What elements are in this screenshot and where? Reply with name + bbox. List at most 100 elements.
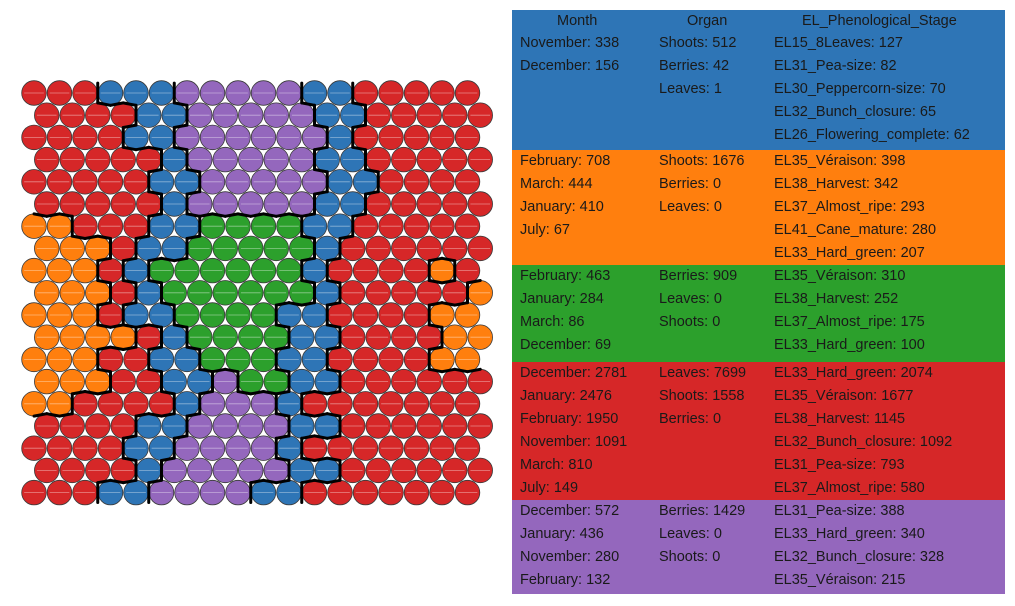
- cluster-boundary: [351, 145, 367, 152]
- som-node-red: [110, 191, 136, 217]
- som-node-red: [467, 146, 493, 173]
- cluster-boundary: [147, 168, 163, 174]
- cluster-boundary: [325, 256, 342, 263]
- som-node-purple: [187, 457, 213, 484]
- som-node-red: [378, 80, 404, 106]
- som-node-red: [391, 235, 417, 262]
- cluster-boundary: [453, 367, 469, 374]
- cluster-boundary: [351, 212, 367, 218]
- cluster-boundary: [109, 478, 125, 485]
- cluster-boundary: [300, 434, 316, 440]
- som-node-green: [212, 324, 238, 350]
- cluster-boundary: [236, 212, 253, 218]
- cluster-boundary: [70, 390, 87, 396]
- som-node-red: [21, 169, 47, 195]
- som-node-red: [352, 479, 379, 506]
- cluster-boundary: [160, 456, 176, 462]
- cluster-boundary: [83, 234, 100, 240]
- som-node-red: [59, 146, 85, 173]
- cluster-boundary: [287, 301, 304, 307]
- som-node-red: [429, 479, 455, 506]
- som-node-green: [199, 302, 226, 328]
- cluster-boundary: [32, 412, 49, 418]
- cluster-boundary: [325, 434, 342, 440]
- cluster-boundary: [147, 190, 163, 196]
- som-node-red: [365, 324, 391, 350]
- cluster-boundary: [134, 323, 151, 329]
- cluster-boundary: [249, 478, 265, 485]
- cluster-boundary: [96, 478, 112, 485]
- organ-count: Shoots: 1676: [659, 153, 745, 169]
- som-hex-grid: [21, 80, 493, 506]
- som-node-green: [238, 235, 264, 262]
- cluster-boundary: [274, 367, 291, 374]
- som-node-purple: [212, 146, 238, 173]
- som-node-red: [352, 346, 379, 373]
- som-node-orange: [59, 280, 85, 306]
- cluster-boundary: [96, 234, 112, 240]
- cluster-boundary: [185, 234, 202, 240]
- som-node-green: [187, 280, 213, 306]
- som-node-red: [21, 80, 47, 106]
- cluster-boundary: [185, 168, 202, 174]
- cluster-boundary: [121, 434, 138, 440]
- som-node-red: [46, 80, 73, 106]
- cluster-boundary: [58, 212, 74, 218]
- cluster-boundary: [121, 456, 138, 462]
- som-node-orange: [34, 280, 60, 306]
- cluster-boundary: [466, 279, 482, 285]
- cluster-boundary: [262, 478, 278, 485]
- cluster-boundary: [147, 345, 163, 351]
- cluster-boundary: [211, 212, 227, 218]
- som-node-red: [378, 391, 404, 417]
- som-node-green: [238, 280, 264, 306]
- organ-count: Leaves: 7699: [659, 365, 747, 381]
- cluster-block-red: December: 2781 January: 2476 February: 195…: [512, 362, 1005, 500]
- som-node-red: [429, 124, 455, 151]
- cluster-boundary: [121, 478, 138, 485]
- som-node-red: [403, 213, 430, 239]
- organ-count: Leaves: 0: [659, 199, 722, 215]
- cluster-boundary: [440, 279, 457, 285]
- month-count: December: 2781: [520, 365, 628, 381]
- cluster-boundary: [109, 345, 125, 351]
- som-node-purple: [212, 102, 238, 128]
- som-node-green: [225, 302, 251, 328]
- som-node-red: [467, 191, 493, 217]
- cluster-boundary: [172, 323, 189, 329]
- som-node-red: [454, 391, 481, 417]
- stage-count: EL35_Véraison: 310: [774, 268, 906, 284]
- cluster-boundary: [274, 301, 291, 307]
- cluster-boundary: [121, 345, 138, 351]
- som-node-red: [442, 191, 468, 217]
- som-node-red: [365, 457, 391, 484]
- som-node-red: [454, 479, 481, 506]
- som-node-red: [429, 435, 455, 461]
- cluster-boundary: [427, 256, 444, 263]
- som-node-purple: [212, 413, 238, 439]
- som-node-red: [391, 191, 417, 217]
- cluster-boundary: [262, 390, 278, 396]
- cluster-boundary: [147, 279, 163, 285]
- cluster-boundary: [172, 123, 189, 129]
- cluster-boundary: [300, 279, 316, 285]
- cluster-boundary: [440, 301, 457, 307]
- header-month: Month: [557, 13, 598, 29]
- som-node-red: [403, 391, 430, 417]
- som-node-red: [416, 457, 442, 484]
- cluster-boundary: [185, 212, 202, 218]
- som-node-red: [416, 102, 442, 128]
- cluster-boundary: [185, 345, 202, 351]
- cluster-summary-table: Month Organ EL_Phenological_Stage Novemb…: [512, 10, 1005, 594]
- stage-count: EL31_Pea-size: 793: [774, 457, 905, 473]
- som-node-purple: [276, 169, 302, 195]
- som-node-purple: [225, 169, 251, 195]
- som-node-purple: [199, 479, 226, 506]
- som-node-orange: [21, 257, 47, 284]
- cluster-boundary: [440, 256, 457, 263]
- cluster-boundary: [160, 412, 176, 418]
- month-count: January: 2476: [520, 388, 612, 404]
- month-count: February: 463: [520, 268, 611, 284]
- cluster-boundary: [300, 234, 316, 240]
- stage-count: EL38_Harvest: 1145: [774, 411, 906, 427]
